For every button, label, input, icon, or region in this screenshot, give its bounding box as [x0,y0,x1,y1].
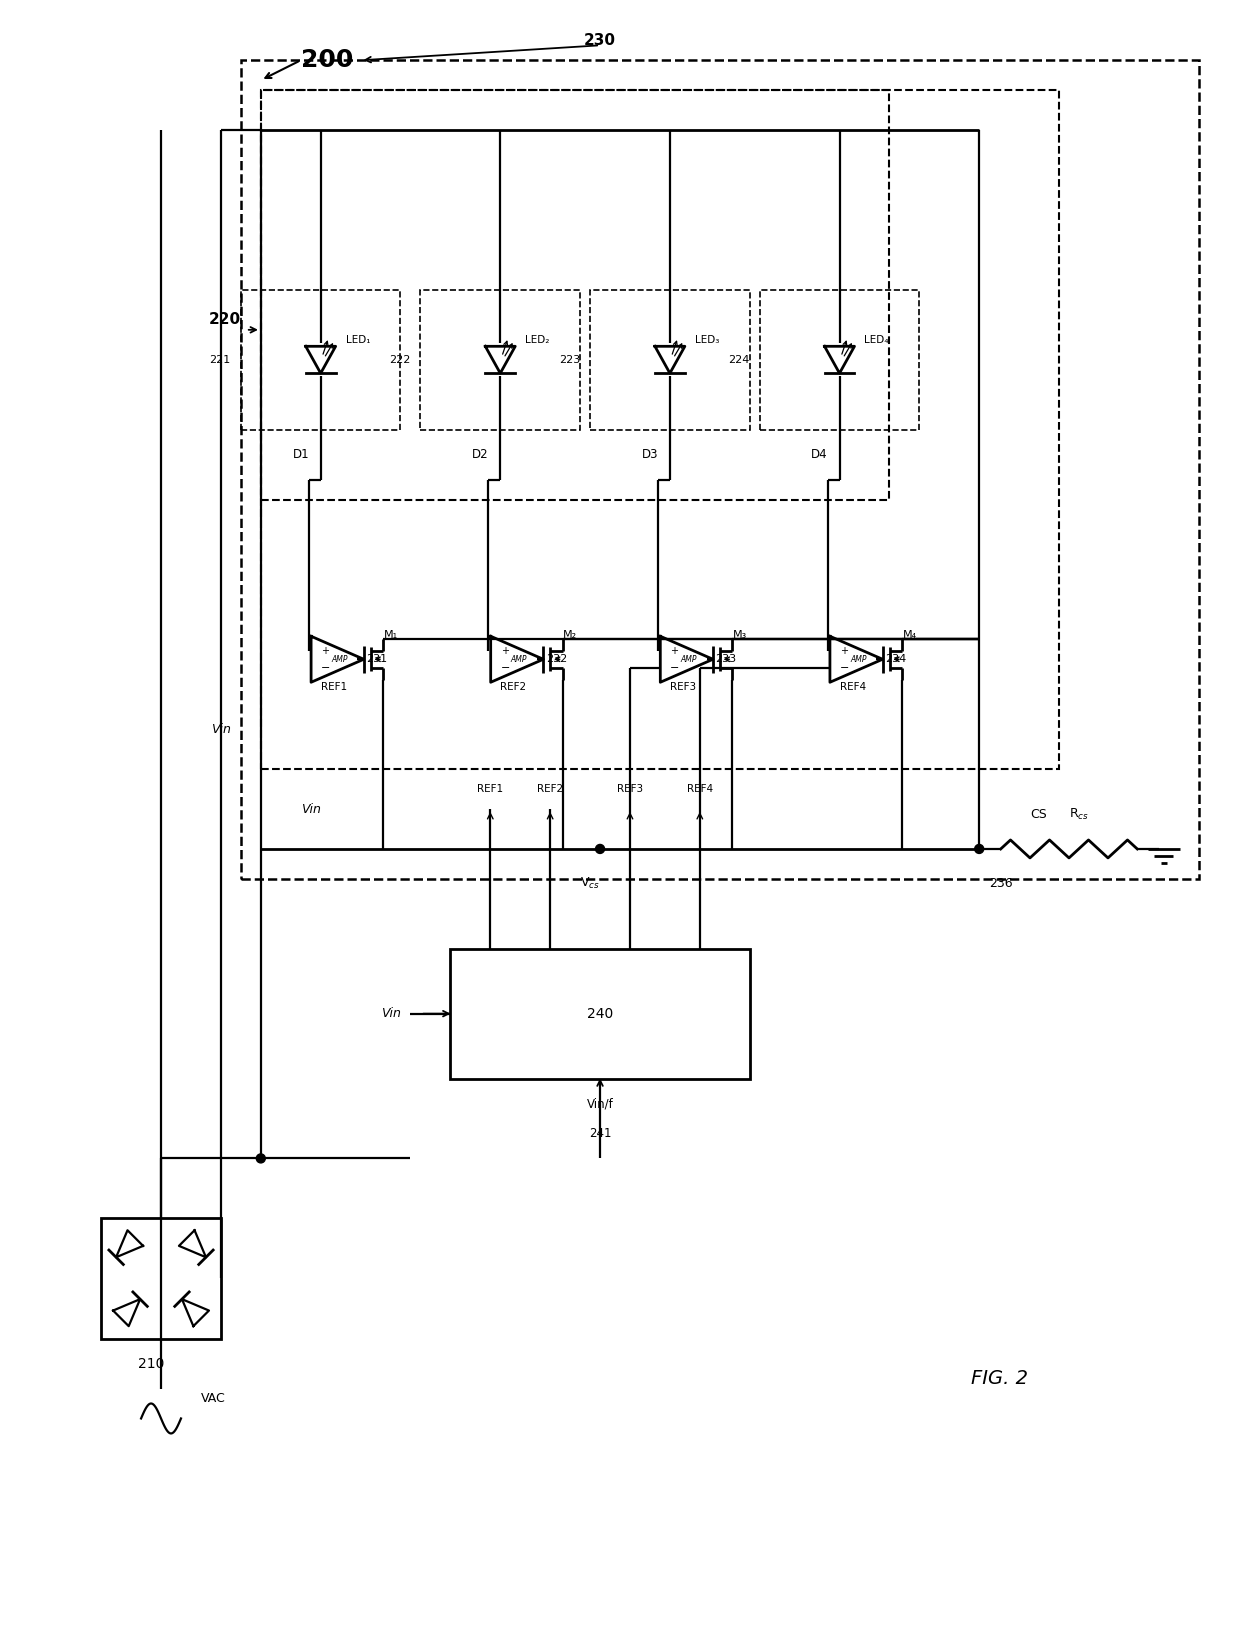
Text: 232: 232 [546,655,567,665]
Text: 221: 221 [210,355,231,365]
Text: Vin: Vin [301,803,321,816]
Text: LED₂: LED₂ [526,336,549,345]
Bar [100,1218,222,1339]
Circle shape [975,844,983,854]
Bar [760,290,919,430]
Text: REF1: REF1 [321,683,347,692]
Text: +: + [671,645,678,655]
Text: R$_{cs}$: R$_{cs}$ [1069,806,1089,821]
Circle shape [595,844,605,854]
Text: V$_{cs}$: V$_{cs}$ [580,876,600,891]
Text: REF4: REF4 [839,683,866,692]
Bar [590,290,750,430]
Text: LED₃: LED₃ [694,336,719,345]
Text: D1: D1 [293,448,309,461]
Text: AMP: AMP [511,655,527,663]
Text: D2: D2 [472,448,489,461]
Text: 222: 222 [389,355,410,365]
Text: +: + [839,645,848,655]
Text: 234: 234 [885,655,906,665]
Text: −: − [671,663,680,673]
Bar [450,948,750,1078]
Text: REF1: REF1 [477,784,503,793]
Text: REF2: REF2 [537,784,563,793]
Text: VAC: VAC [201,1393,226,1404]
Text: M₂: M₂ [563,630,578,640]
Bar [260,90,889,500]
Text: FIG. 2: FIG. 2 [971,1368,1028,1388]
Text: 236: 236 [990,878,1013,891]
Text: +: + [501,645,508,655]
Text: −: − [501,663,510,673]
Text: D3: D3 [641,448,658,461]
Bar [241,60,1199,880]
Text: 200: 200 [301,49,353,72]
Bar [241,290,401,430]
Text: 231: 231 [366,655,387,665]
Text: AMP: AMP [849,655,867,663]
Text: +: + [321,645,329,655]
Text: M₁: M₁ [383,630,398,640]
Text: 230: 230 [584,33,616,47]
Text: M₄: M₄ [903,630,916,640]
Text: LED₁: LED₁ [346,336,370,345]
Text: REF4: REF4 [687,784,713,793]
Text: REF3: REF3 [618,784,644,793]
Text: REF3: REF3 [670,683,696,692]
Text: AMP: AMP [331,655,347,663]
Text: 210: 210 [138,1357,164,1372]
Text: 220: 220 [208,313,241,327]
Text: D4: D4 [811,448,828,461]
Text: −: − [321,663,330,673]
Text: Vin/f: Vin/f [587,1096,614,1109]
Text: −: − [839,663,849,673]
Bar [260,90,1059,769]
Text: Vin: Vin [381,1007,401,1020]
Text: 224: 224 [728,355,750,365]
Text: 233: 233 [715,655,737,665]
Bar [420,290,580,430]
Text: 223: 223 [559,355,580,365]
Text: M₃: M₃ [733,630,746,640]
Text: 240: 240 [587,1007,613,1021]
Text: Vin: Vin [211,723,231,736]
Text: CS: CS [1030,808,1048,821]
Text: 241: 241 [589,1127,611,1140]
Circle shape [257,1153,265,1163]
Text: AMP: AMP [681,655,697,663]
Text: LED₄: LED₄ [864,336,889,345]
Text: REF2: REF2 [500,683,527,692]
